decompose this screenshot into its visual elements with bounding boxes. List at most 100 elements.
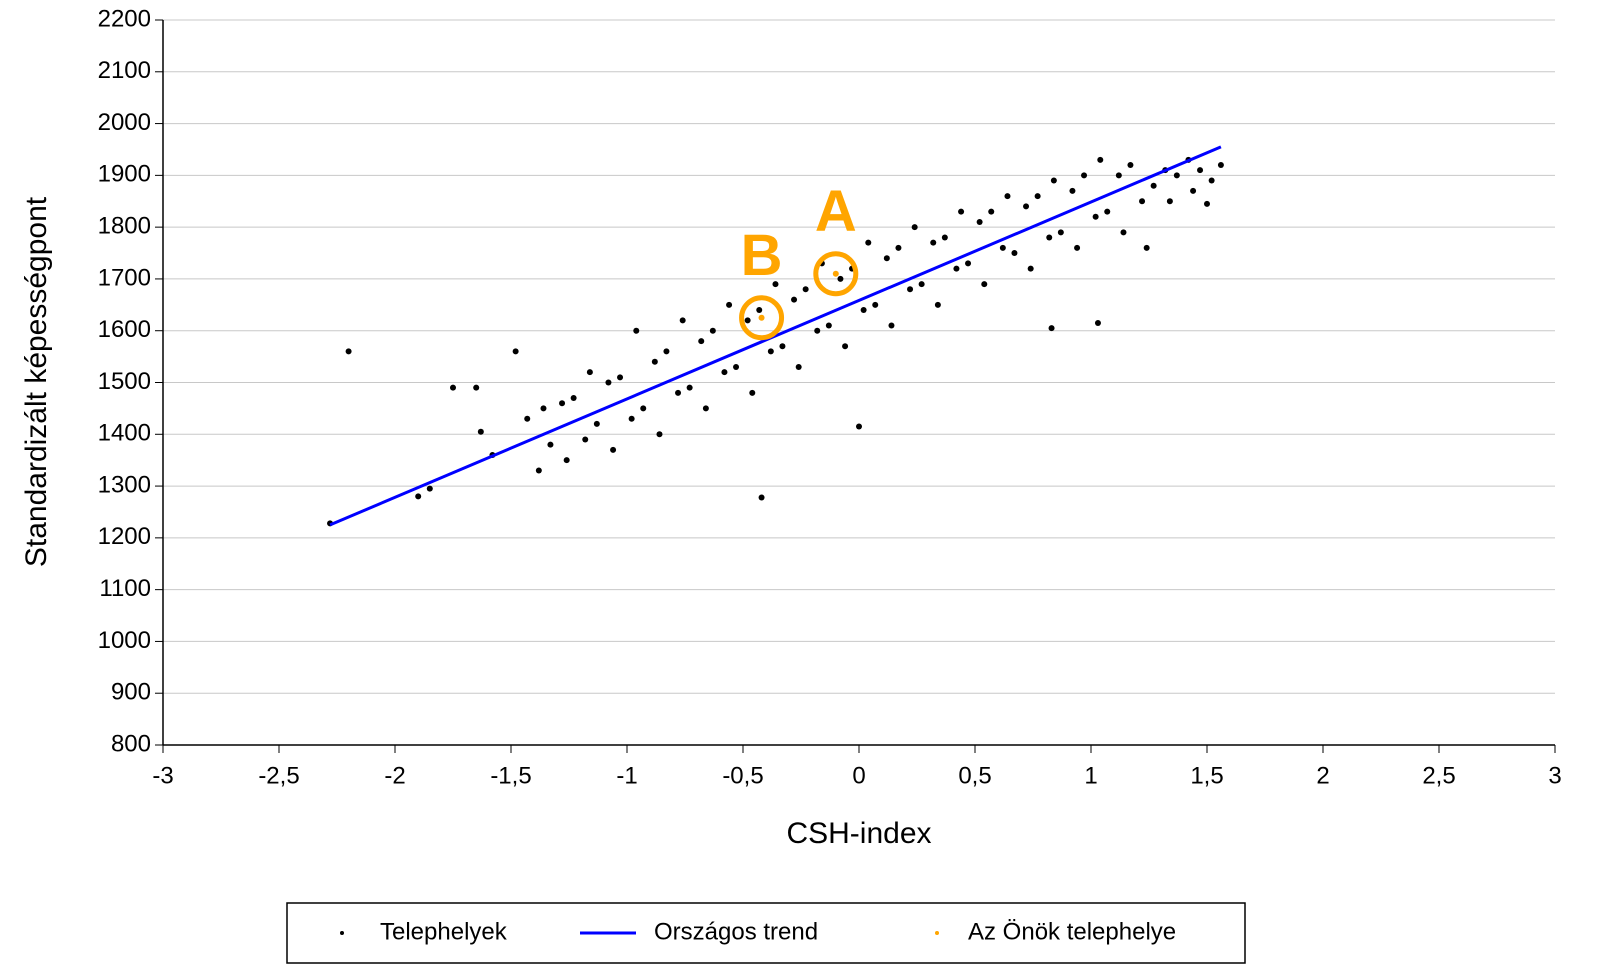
scatter-point: [1217, 162, 1224, 168]
scatter-point: [547, 441, 554, 448]
y-tick-label: 1800: [98, 212, 151, 239]
scatter-point: [1023, 203, 1030, 210]
scatter-point: [663, 348, 670, 355]
scatter-point: [473, 384, 480, 391]
scatter-point: [825, 322, 832, 329]
scatter-point: [1050, 177, 1057, 184]
scatter-point: [1081, 172, 1088, 179]
scatter-point: [1092, 213, 1099, 220]
scatter-point: [582, 436, 589, 443]
scatter-point: [675, 389, 682, 396]
scatter-point: [540, 405, 547, 412]
y-tick-label: 2200: [98, 5, 151, 32]
scatter-point: [605, 379, 612, 386]
scatter-point: [721, 369, 728, 376]
scatter-point: [1190, 187, 1197, 194]
scatter-point: [930, 239, 937, 246]
scatter-point: [570, 395, 577, 402]
scatter-point: [1120, 229, 1127, 236]
scatter-point: [1197, 167, 1204, 174]
scatter-point: [1127, 162, 1134, 168]
scatter-point: [842, 343, 849, 350]
scatter-point: [709, 327, 716, 334]
scatter-point: [633, 327, 640, 334]
scatter-point: [559, 400, 566, 407]
scatter-point: [791, 296, 798, 303]
scatter-point: [450, 384, 456, 391]
x-tick-label: -2,5: [258, 762, 299, 789]
annotation-label: B: [741, 223, 783, 288]
scatter-point: [888, 322, 895, 329]
x-tick-label: -2: [384, 762, 405, 789]
x-tick-label: 2,5: [1422, 762, 1455, 789]
scatter-point: [640, 405, 647, 412]
scatter-point: [512, 348, 519, 355]
scatter-point: [733, 363, 740, 370]
scatter-point: [965, 260, 972, 267]
annotation-ring: [739, 295, 785, 341]
scatter-point: [1204, 200, 1210, 207]
scatter-point: [837, 275, 844, 282]
scatter-point: [976, 218, 983, 225]
scatter-point: [1094, 319, 1101, 326]
y-tick-label: 2100: [98, 57, 151, 84]
scatter-point: [1097, 156, 1104, 163]
scatter-point: [758, 314, 765, 321]
scatter-point: [802, 286, 809, 293]
legend-label: Telephelyek: [380, 918, 508, 945]
y-tick-label: 1000: [98, 627, 151, 654]
legend-marker: [340, 931, 344, 935]
scatter-point: [698, 338, 705, 345]
scatter-point: [744, 317, 751, 324]
scatter-point: [593, 420, 600, 427]
scatter-point: [999, 244, 1006, 251]
scatter-point: [563, 457, 570, 464]
scatter-point: [981, 281, 988, 288]
scatter-point: [1115, 172, 1122, 179]
x-tick-label: 0,5: [958, 762, 991, 789]
scatter-point: [758, 494, 765, 501]
scatter-point: [656, 431, 663, 438]
y-tick-label: 1600: [98, 316, 151, 343]
legend-marker: [935, 931, 939, 935]
annotation-label: A: [815, 179, 857, 244]
scatter-point: [628, 415, 635, 422]
scatter-point: [779, 343, 786, 350]
x-tick-label: 2: [1316, 762, 1329, 789]
scatter-point: [1011, 250, 1018, 257]
x-tick-label: 1,5: [1190, 762, 1223, 789]
legend-box: [286, 902, 1246, 964]
scatter-point: [586, 369, 593, 376]
scatter-point: [1139, 198, 1146, 205]
scatter-point: [883, 255, 890, 262]
scatter-point: [1208, 177, 1215, 184]
scatter-point: [1057, 229, 1064, 236]
x-tick-label: 1: [1084, 762, 1097, 789]
trend-line: [329, 145, 1222, 527]
scatter-point: [1048, 325, 1055, 332]
scatter-point: [814, 327, 821, 334]
x-tick-label: 3: [1548, 762, 1561, 789]
scatter-point: [941, 234, 948, 241]
scatter-point: [1166, 198, 1173, 205]
scatter-point: [767, 348, 774, 355]
scatter-point: [895, 244, 902, 251]
scatter-point: [795, 363, 802, 370]
y-tick-label: 1900: [98, 161, 151, 188]
y-tick-label: 1300: [98, 471, 151, 498]
scatter-point: [651, 358, 658, 365]
legend-label: Az Önök telephelye: [968, 918, 1176, 945]
scatter-point: [1104, 208, 1111, 215]
scatter-point: [726, 301, 733, 308]
y-tick-label: 1200: [98, 523, 151, 550]
scatter-point: [907, 286, 914, 293]
scatter-point: [1004, 193, 1011, 200]
scatter-point: [865, 239, 872, 246]
x-axis-label: CSH-index: [786, 817, 931, 850]
scatter-point: [679, 317, 686, 324]
scatter-point: [1143, 244, 1150, 251]
scatter-point: [911, 224, 918, 231]
legend-label: Országos trend: [654, 918, 818, 945]
scatter-point: [345, 348, 352, 355]
